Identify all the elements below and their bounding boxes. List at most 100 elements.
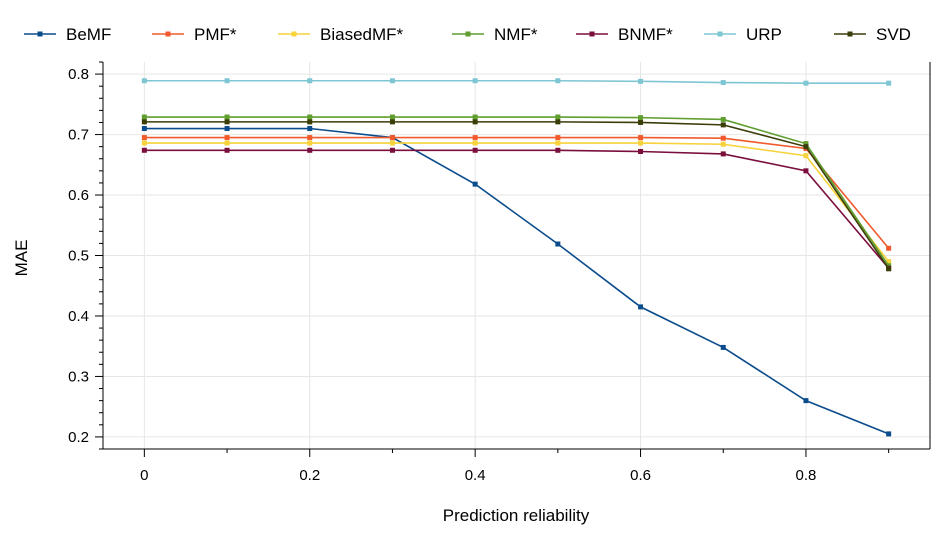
- series-biasedmf: [141, 140, 892, 265]
- data-point: [141, 140, 147, 146]
- data-point: [886, 80, 892, 86]
- legend-swatch-marker: [465, 31, 471, 37]
- axes: 0.2 0.3 0.4 0.5 0.6 0.7 0.8 0 0.2 0.4 0.6 0.8: [68, 61, 931, 484]
- data-point: [472, 119, 478, 125]
- data-point: [307, 78, 313, 84]
- data-point: [720, 135, 726, 141]
- grid: [103, 62, 930, 449]
- data-point: [638, 135, 644, 141]
- data-point: [224, 140, 230, 146]
- legend-item: BeMF: [24, 25, 111, 44]
- legend-item: URP: [704, 25, 782, 44]
- y-tick-label: 0.2: [68, 429, 89, 446]
- data-point: [803, 398, 809, 404]
- data-point: [224, 147, 230, 153]
- data-point: [141, 135, 147, 141]
- data-point: [886, 245, 892, 251]
- data-point: [224, 78, 230, 84]
- data-point: [472, 140, 478, 146]
- legend-swatch-marker: [717, 31, 723, 37]
- legend-item: PMF*: [152, 25, 237, 44]
- data-point: [389, 135, 395, 141]
- data-point: [555, 119, 561, 125]
- data-point: [224, 126, 230, 132]
- x-tick-label: 0.8: [796, 467, 817, 484]
- y-tick-label: 0.6: [68, 187, 89, 204]
- series-layer: [141, 78, 892, 437]
- legend: BeMF PMF* BiasedMF* NMF* BNMF* URP SVD: [24, 25, 911, 44]
- data-point: [638, 148, 644, 154]
- series-nmf: [141, 114, 892, 269]
- series-svd: [141, 119, 892, 272]
- data-point: [803, 141, 809, 147]
- data-point: [472, 114, 478, 120]
- data-point: [886, 259, 892, 265]
- data-point: [472, 78, 478, 84]
- data-point: [638, 304, 644, 310]
- data-point: [720, 151, 726, 157]
- data-point: [141, 119, 147, 125]
- legend-label: PMF*: [194, 25, 237, 44]
- data-point: [638, 119, 644, 125]
- legend-label: URP: [746, 25, 782, 44]
- y-tick-label: 0.5: [68, 248, 89, 265]
- data-point: [803, 153, 809, 159]
- series-line: [144, 142, 890, 263]
- data-point: [224, 114, 230, 120]
- data-point: [307, 135, 313, 141]
- series-line: [144, 149, 890, 269]
- legend-label: NMF*: [494, 25, 538, 44]
- data-point: [224, 119, 230, 125]
- legend-label: BNMF*: [618, 25, 673, 44]
- legend-swatch-marker: [37, 31, 43, 37]
- data-point: [389, 140, 395, 146]
- data-point: [555, 140, 561, 146]
- legend-label: SVD: [876, 25, 911, 44]
- data-point: [555, 78, 561, 84]
- series-line: [144, 127, 889, 435]
- x-axis-title: Prediction reliability: [443, 506, 590, 525]
- legend-item: SVD: [834, 25, 911, 44]
- data-point: [389, 147, 395, 153]
- data-point: [638, 78, 644, 84]
- x-tick-label: 0.2: [299, 467, 320, 484]
- data-point: [141, 147, 147, 153]
- y-axis-title: MAE: [12, 240, 31, 277]
- legend-item: NMF*: [452, 25, 538, 44]
- x-tick-label: 0: [140, 467, 148, 484]
- legend-label: BeMF: [66, 25, 111, 44]
- data-point: [389, 78, 395, 84]
- data-point: [307, 147, 313, 153]
- data-point: [389, 119, 395, 125]
- legend-swatch-marker: [291, 31, 297, 37]
- data-point: [307, 140, 313, 146]
- data-point: [555, 241, 561, 247]
- series-line: [144, 121, 890, 270]
- legend-swatch-marker: [847, 31, 853, 37]
- data-point: [307, 114, 313, 120]
- data-point: [224, 135, 230, 141]
- y-tick-label: 0.8: [68, 66, 89, 83]
- x-tick-label: 0.6: [630, 467, 651, 484]
- data-point: [803, 168, 809, 174]
- series-urp: [141, 78, 892, 86]
- legend-item: BNMF*: [576, 25, 673, 44]
- data-point: [803, 80, 809, 86]
- data-point: [472, 181, 478, 187]
- data-point: [720, 116, 726, 122]
- y-tick-label: 0.4: [68, 308, 89, 325]
- data-point: [141, 114, 147, 120]
- data-point: [472, 135, 478, 141]
- data-point: [720, 141, 726, 147]
- series-line: [144, 116, 890, 267]
- data-point: [555, 135, 561, 141]
- y-tick-label: 0.7: [68, 127, 89, 144]
- data-point: [555, 147, 561, 153]
- data-point: [472, 147, 478, 153]
- data-point: [803, 144, 809, 150]
- data-point: [886, 431, 892, 437]
- legend-swatch-marker: [165, 31, 171, 37]
- data-point: [555, 114, 561, 120]
- legend-item: BiasedMF*: [278, 25, 404, 44]
